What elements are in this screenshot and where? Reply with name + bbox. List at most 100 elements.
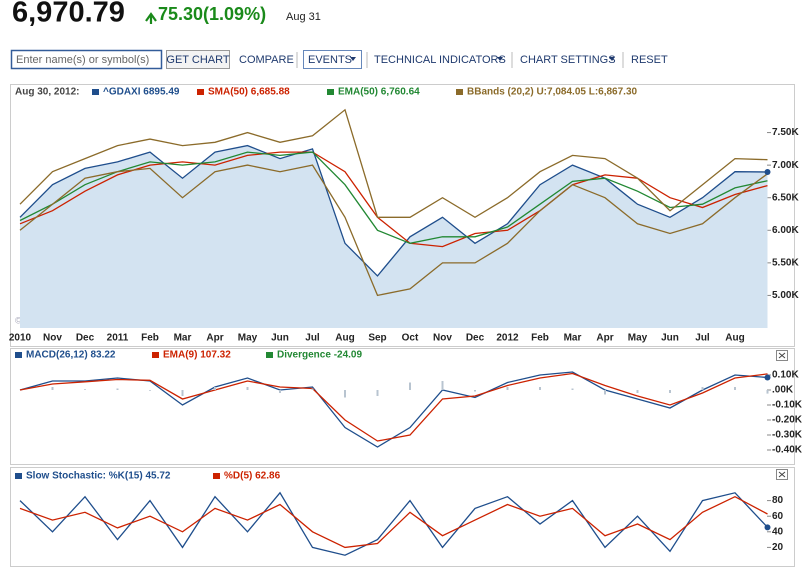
up-arrow: [145, 12, 157, 24]
last-point: [764, 524, 771, 531]
divergence-bar: [636, 390, 639, 393]
x-tick-label: Aug: [725, 333, 744, 344]
y-tick-label: 5.50K: [772, 257, 799, 268]
x-tick-label: Jun: [661, 333, 679, 344]
dropdown-arrow: [497, 57, 503, 61]
last-point: [764, 168, 771, 175]
divergence-bar: [279, 390, 281, 393]
x-tick-label: Aug: [335, 333, 354, 344]
legend-label: MACD(26,12) 83.22: [26, 350, 116, 361]
legend-swatch: [213, 473, 220, 479]
divergence-bar: [311, 388, 314, 390]
technical-indicators[interactable]: TECHNICAL INDICATORS: [374, 54, 506, 66]
y-tick-label: 40: [772, 526, 784, 537]
y-tick-label: 6.50K: [772, 192, 799, 203]
legend-swatch: [456, 89, 463, 95]
series-line: [19, 151, 768, 244]
legend-swatch: [92, 89, 99, 95]
chart-settings[interactable]: CHART SETTINGS: [520, 54, 616, 66]
divergence-bar: [604, 390, 606, 395]
divergence-bar: [409, 382, 411, 390]
legend-label: %D(5) 62.86: [224, 471, 281, 482]
series-line: [19, 151, 768, 248]
close-button[interactable]: [776, 350, 788, 361]
y-tick-label: 0.10K: [772, 370, 799, 381]
series-line: [19, 495, 768, 549]
divergence-bar: [376, 390, 379, 396]
dropdown-arrow: [350, 57, 356, 61]
y-tick-label: 5.00K: [772, 290, 799, 301]
legend-label: BBands (20,2) U:7,084.05 L:6,867.30: [467, 87, 638, 98]
legend-label: Slow Stochastic: %K(15) 45.72: [26, 471, 171, 482]
divergence-bar: [669, 390, 671, 393]
events: EVENTS: [308, 54, 352, 66]
x-tick-label: Mar: [174, 333, 192, 344]
get-chart-label: GET CHART: [166, 54, 229, 66]
x-tick-label: Oct: [402, 333, 419, 344]
events-button[interactable]: [303, 50, 362, 69]
y-tick-label: -0.30K: [772, 430, 803, 441]
series-line: [19, 372, 768, 442]
x-tick-label: Jul: [305, 333, 320, 344]
macd-frame: [10, 348, 795, 465]
legend-swatch: [327, 89, 334, 95]
y-tick-label: 7.00K: [772, 160, 799, 171]
date: Aug 31: [286, 11, 321, 23]
change: 75.30(1.09%): [158, 4, 266, 24]
legend-swatch: [15, 352, 22, 358]
x-tick-label: Nov: [433, 333, 452, 344]
divergence-bar: [246, 387, 249, 390]
x-tick-label: May: [238, 333, 258, 344]
dropdown-arrow: [609, 57, 615, 61]
reset[interactable]: RESET: [631, 54, 668, 66]
x-tick-label: May: [628, 333, 648, 344]
divergence-bar: [214, 387, 216, 390]
get-chart-button[interactable]: [166, 50, 230, 69]
legend-label: EMA(9) 107.32: [163, 350, 231, 361]
y-tick-label: -0.40K: [772, 445, 803, 456]
legend-date: Aug 30, 2012:: [15, 87, 79, 98]
divergence-bar: [84, 389, 86, 390]
y-tick-label: .00K: [772, 385, 794, 396]
divergence-bar: [474, 390, 476, 392]
x-tick-label: 2011: [107, 333, 129, 344]
y-tick-label: -0.20K: [772, 415, 803, 426]
divergence-bar: [539, 387, 541, 390]
y-tick-label: 7.50K: [772, 127, 799, 138]
x-tick-label: Feb: [141, 333, 159, 344]
series-line: [19, 144, 768, 277]
y-tick-label: -0.10K: [772, 400, 803, 411]
legend-swatch: [152, 352, 159, 358]
series-line: [19, 108, 768, 219]
y-tick-label: 6.00K: [772, 225, 799, 236]
compare[interactable]: COMPARE: [239, 54, 294, 66]
input-placeholder: Enter name(s) or symbol(s): [16, 54, 149, 66]
x-tick-label: 2010: [9, 333, 32, 344]
price-area: [20, 145, 768, 328]
legend-swatch: [15, 473, 22, 479]
legend-label: EMA(50) 6,760.64: [338, 87, 420, 98]
x-tick-label: Feb: [531, 333, 549, 344]
divergence-bar: [734, 387, 736, 390]
divergence-bar: [344, 390, 346, 398]
price: 6,970.79: [12, 0, 125, 29]
divergence-bar: [149, 390, 151, 391]
divergence-bar: [116, 388, 119, 390]
divergence-bar: [701, 387, 704, 390]
x-tick-label: Sep: [368, 333, 386, 344]
legend-label: SMA(50) 6,685.88: [208, 87, 290, 98]
symbol-input[interactable]: [10, 49, 163, 70]
x-tick-label: Mar: [564, 333, 582, 344]
legend-label: ^GDAXI 6895.49: [103, 87, 180, 98]
lower-band-line: [19, 164, 768, 297]
x-tick-label: Dec: [466, 333, 485, 344]
x-tick-label: Dec: [76, 333, 95, 344]
y-tick-label: 20: [772, 542, 784, 553]
close-button[interactable]: [776, 469, 788, 480]
y-tick-label: 60: [772, 511, 784, 522]
divergence-bar: [441, 381, 444, 390]
stoch-frame: [10, 467, 795, 567]
x-tick-label: Nov: [43, 333, 62, 344]
